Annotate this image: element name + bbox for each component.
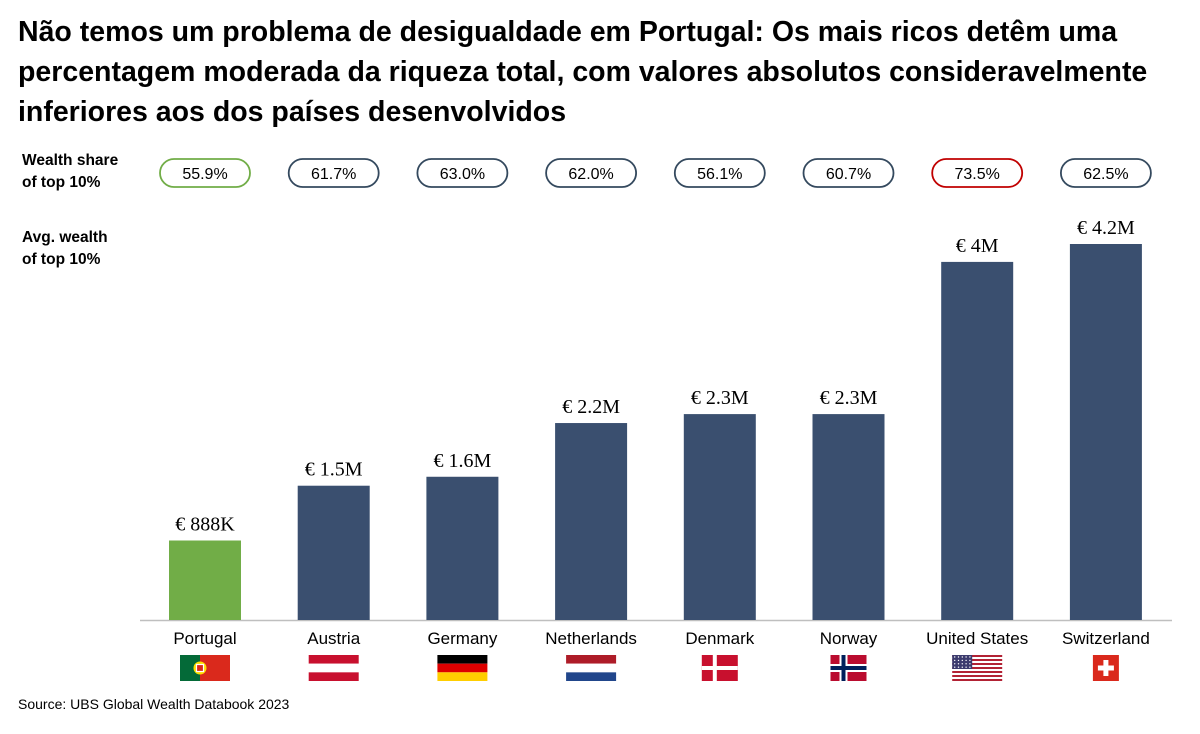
bar-austria: [297, 485, 370, 620]
bar-united-states: [941, 261, 1014, 620]
wealth-share-label-line-1: Wealth share: [22, 152, 119, 169]
avg-wealth-label-line-1: Avg. wealth: [22, 229, 108, 246]
bar-value-label: € 4.2M: [1077, 217, 1135, 239]
bar-value-label: € 888K: [175, 514, 235, 536]
wealth-share-value: 63.0%: [440, 166, 485, 183]
bar-value-label: € 2.3M: [691, 387, 749, 409]
bar-norway: [812, 414, 885, 620]
denmark-flag: [701, 655, 738, 681]
norway-flag: [830, 655, 867, 681]
category-label: Netherlands: [545, 629, 637, 648]
wealth-share-pill: [931, 158, 1024, 188]
wealth-share-pill: [1060, 158, 1152, 188]
wealth-share-label-line-2: of top 10%: [22, 174, 101, 191]
bar-value-label: € 1.6M: [434, 450, 492, 472]
bar-value-label: € 4M: [956, 235, 999, 257]
bar-switzerland: [1069, 244, 1142, 620]
wealth-share-pill: [416, 158, 509, 188]
wealth-share-pill: [673, 158, 766, 188]
switzerland-flag: [1092, 655, 1119, 681]
wealth-share-value: 73.5%: [955, 166, 1000, 183]
bar-germany: [426, 476, 499, 620]
wealth-share-value: 61.7%: [311, 166, 356, 183]
bar-value-label: € 2.3M: [820, 387, 878, 409]
category-label: United States: [926, 629, 1028, 648]
bar-portugal: [169, 540, 241, 620]
united-states-flag: [952, 655, 1003, 681]
avg-wealth-label-line-2: of top 10%: [22, 251, 101, 268]
wealth-share-pill: [802, 158, 895, 188]
category-label: Norway: [820, 629, 878, 648]
wealth-share-value: 62.0%: [568, 166, 613, 183]
category-label: Portugal: [173, 629, 236, 648]
wealth-share-value: 56.1%: [697, 166, 742, 183]
wealth-share-value: 62.5%: [1083, 166, 1128, 183]
bar-value-label: € 1.5M: [305, 459, 363, 481]
chart-title: Não temos um problema de desigualdade em…: [18, 16, 1148, 128]
portugal-flag: [180, 655, 230, 681]
germany-flag: [437, 655, 488, 681]
bar-denmark: [683, 414, 756, 620]
source-note: Source: UBS Global Wealth Databook 2023: [18, 696, 290, 712]
wealth-share-pill: [287, 158, 380, 188]
bar-netherlands: [555, 423, 628, 620]
wealth-share-value: 55.9%: [182, 166, 227, 183]
wealth-share-pill: [545, 158, 637, 188]
category-label: Switzerland: [1062, 629, 1150, 648]
category-label: Germany: [427, 629, 497, 648]
wealth-share-row-label: Wealth share of top 10%: [22, 150, 118, 194]
wealth-share-value: 60.7%: [826, 166, 871, 183]
netherlands-flag: [566, 655, 617, 681]
bar-value-label: € 2.2M: [562, 396, 620, 418]
category-label: Denmark: [685, 629, 754, 648]
austria-flag: [308, 655, 359, 681]
category-label: Austria: [307, 629, 360, 648]
avg-wealth-row-label: Avg. wealth of top 10%: [22, 227, 108, 271]
wealth-share-pill: [159, 158, 251, 188]
